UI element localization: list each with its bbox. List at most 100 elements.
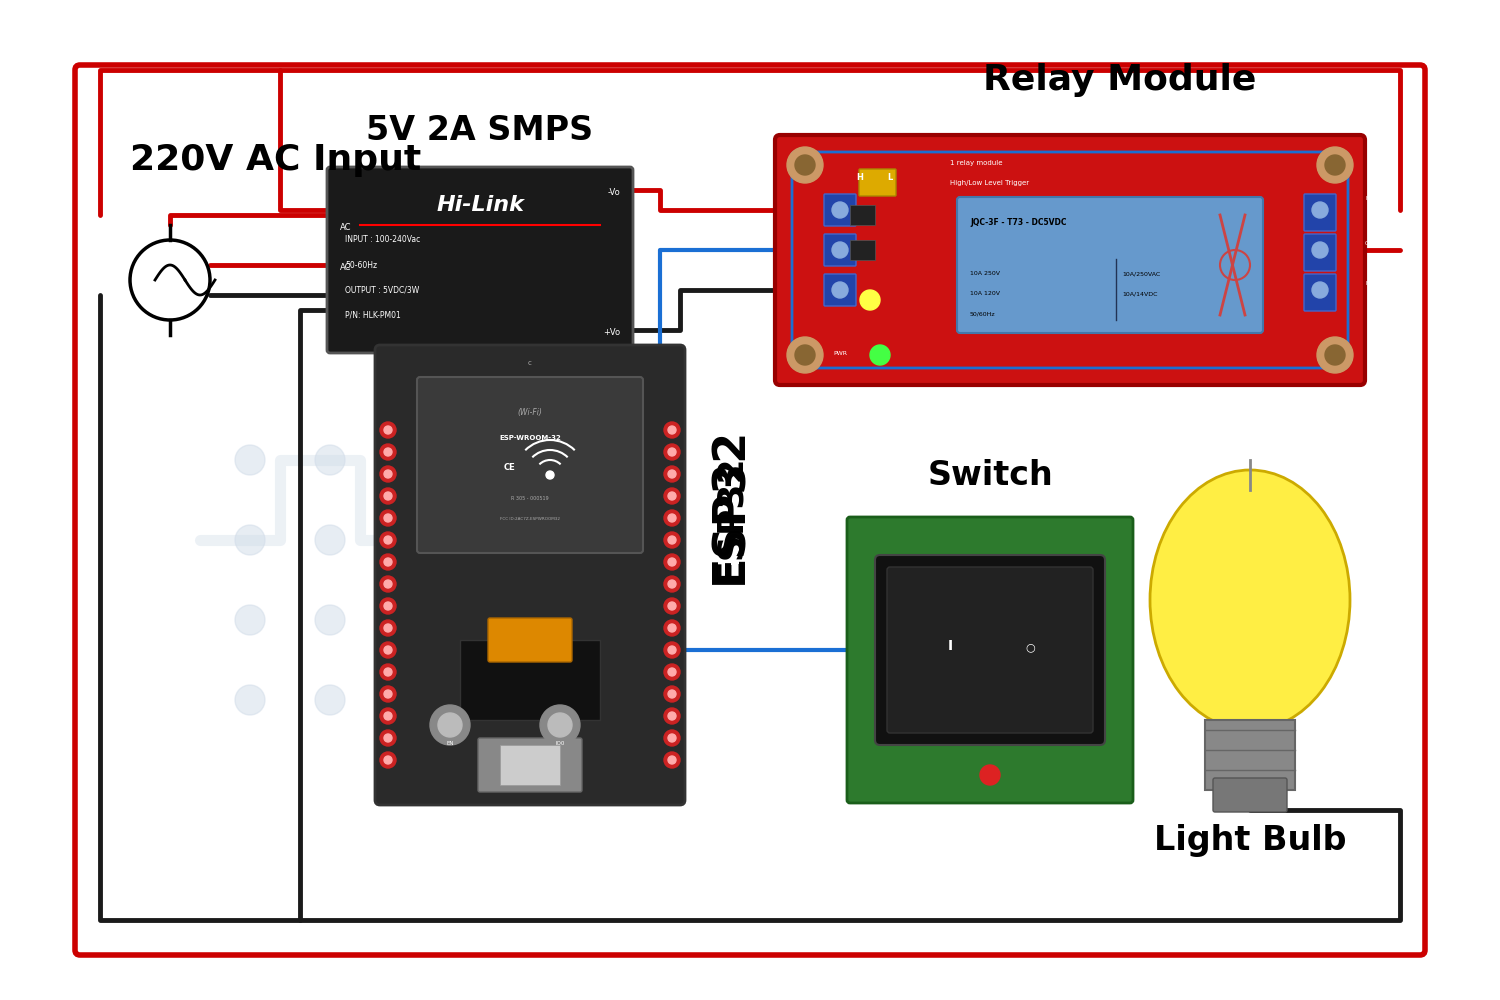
FancyBboxPatch shape — [859, 169, 895, 196]
Circle shape — [384, 668, 392, 676]
Circle shape — [664, 532, 680, 548]
FancyBboxPatch shape — [824, 274, 856, 306]
Circle shape — [315, 445, 345, 475]
FancyBboxPatch shape — [327, 167, 633, 353]
Circle shape — [664, 598, 680, 614]
Circle shape — [384, 426, 392, 434]
Text: 10A 250V: 10A 250V — [970, 271, 1000, 276]
Circle shape — [870, 345, 889, 365]
Text: 5V 2A SMPS: 5V 2A SMPS — [366, 114, 594, 147]
Ellipse shape — [1150, 470, 1350, 730]
Text: CE: CE — [504, 463, 516, 472]
Circle shape — [668, 536, 676, 544]
Circle shape — [664, 466, 680, 482]
Circle shape — [380, 664, 396, 680]
Text: High/Low Level Trigger: High/Low Level Trigger — [950, 180, 1029, 186]
Circle shape — [664, 554, 680, 570]
Circle shape — [795, 345, 814, 365]
Circle shape — [668, 690, 676, 698]
Text: I: I — [948, 639, 952, 653]
Text: PWR: PWR — [833, 351, 848, 356]
FancyBboxPatch shape — [1304, 194, 1336, 231]
Circle shape — [668, 668, 676, 676]
FancyBboxPatch shape — [375, 345, 686, 805]
Circle shape — [384, 602, 392, 610]
Circle shape — [384, 492, 392, 500]
Circle shape — [859, 290, 880, 310]
Circle shape — [430, 705, 470, 745]
Circle shape — [380, 708, 396, 724]
Circle shape — [315, 685, 345, 715]
Text: P/N: HLK-PM01: P/N: HLK-PM01 — [345, 310, 400, 320]
FancyBboxPatch shape — [500, 745, 560, 785]
Circle shape — [394, 685, 424, 715]
FancyBboxPatch shape — [847, 517, 1132, 803]
Circle shape — [668, 558, 676, 566]
Circle shape — [384, 536, 392, 544]
Circle shape — [668, 712, 676, 720]
Circle shape — [664, 664, 680, 680]
FancyBboxPatch shape — [1304, 234, 1336, 271]
Circle shape — [833, 202, 848, 218]
Circle shape — [384, 756, 392, 764]
Text: AC: AC — [340, 223, 351, 232]
Circle shape — [668, 426, 676, 434]
FancyBboxPatch shape — [824, 234, 856, 266]
Circle shape — [236, 605, 266, 635]
FancyBboxPatch shape — [874, 555, 1106, 745]
FancyBboxPatch shape — [850, 240, 874, 260]
Circle shape — [384, 690, 392, 698]
Text: 1 relay module: 1 relay module — [950, 160, 1002, 166]
Circle shape — [384, 734, 392, 742]
Circle shape — [384, 646, 392, 654]
Circle shape — [1324, 155, 1346, 175]
Circle shape — [664, 422, 680, 438]
Text: NO: NO — [1365, 281, 1374, 286]
Circle shape — [236, 685, 266, 715]
Text: ○: ○ — [1024, 642, 1035, 652]
Text: H: H — [856, 173, 864, 182]
Circle shape — [664, 752, 680, 768]
Text: Relay Module: Relay Module — [984, 63, 1257, 97]
Circle shape — [380, 466, 396, 482]
Circle shape — [380, 730, 396, 746]
Circle shape — [788, 147, 824, 183]
Circle shape — [664, 730, 680, 746]
Circle shape — [380, 752, 396, 768]
Circle shape — [664, 444, 680, 460]
Circle shape — [394, 525, 424, 555]
FancyBboxPatch shape — [957, 197, 1263, 333]
Circle shape — [668, 470, 676, 478]
Circle shape — [380, 422, 396, 438]
Circle shape — [664, 642, 680, 658]
FancyBboxPatch shape — [488, 618, 572, 662]
Circle shape — [315, 605, 345, 635]
Circle shape — [380, 510, 396, 526]
Text: 10A 120V: 10A 120V — [970, 291, 1000, 296]
Circle shape — [384, 470, 392, 478]
Circle shape — [664, 708, 680, 724]
Text: 50/60Hz: 50/60Hz — [970, 311, 996, 316]
Text: L: L — [888, 173, 892, 182]
Circle shape — [546, 471, 554, 479]
FancyBboxPatch shape — [1304, 274, 1336, 311]
Circle shape — [664, 686, 680, 702]
Circle shape — [384, 624, 392, 632]
Circle shape — [540, 705, 580, 745]
Text: 50-60Hz: 50-60Hz — [345, 260, 376, 269]
Circle shape — [1324, 345, 1346, 365]
Circle shape — [380, 444, 396, 460]
Text: 220V AC Input: 220V AC Input — [130, 143, 422, 177]
Text: 10A/14VDC: 10A/14VDC — [1122, 291, 1158, 296]
Circle shape — [788, 337, 824, 373]
Circle shape — [236, 445, 266, 475]
FancyBboxPatch shape — [1204, 720, 1294, 790]
Circle shape — [380, 642, 396, 658]
Circle shape — [380, 686, 396, 702]
Circle shape — [380, 532, 396, 548]
FancyBboxPatch shape — [886, 567, 1094, 733]
Circle shape — [476, 685, 506, 715]
Text: JQC-3F - T73 - DC5VDC: JQC-3F - T73 - DC5VDC — [970, 218, 1066, 227]
Text: C: C — [1365, 241, 1368, 246]
Circle shape — [476, 525, 506, 555]
